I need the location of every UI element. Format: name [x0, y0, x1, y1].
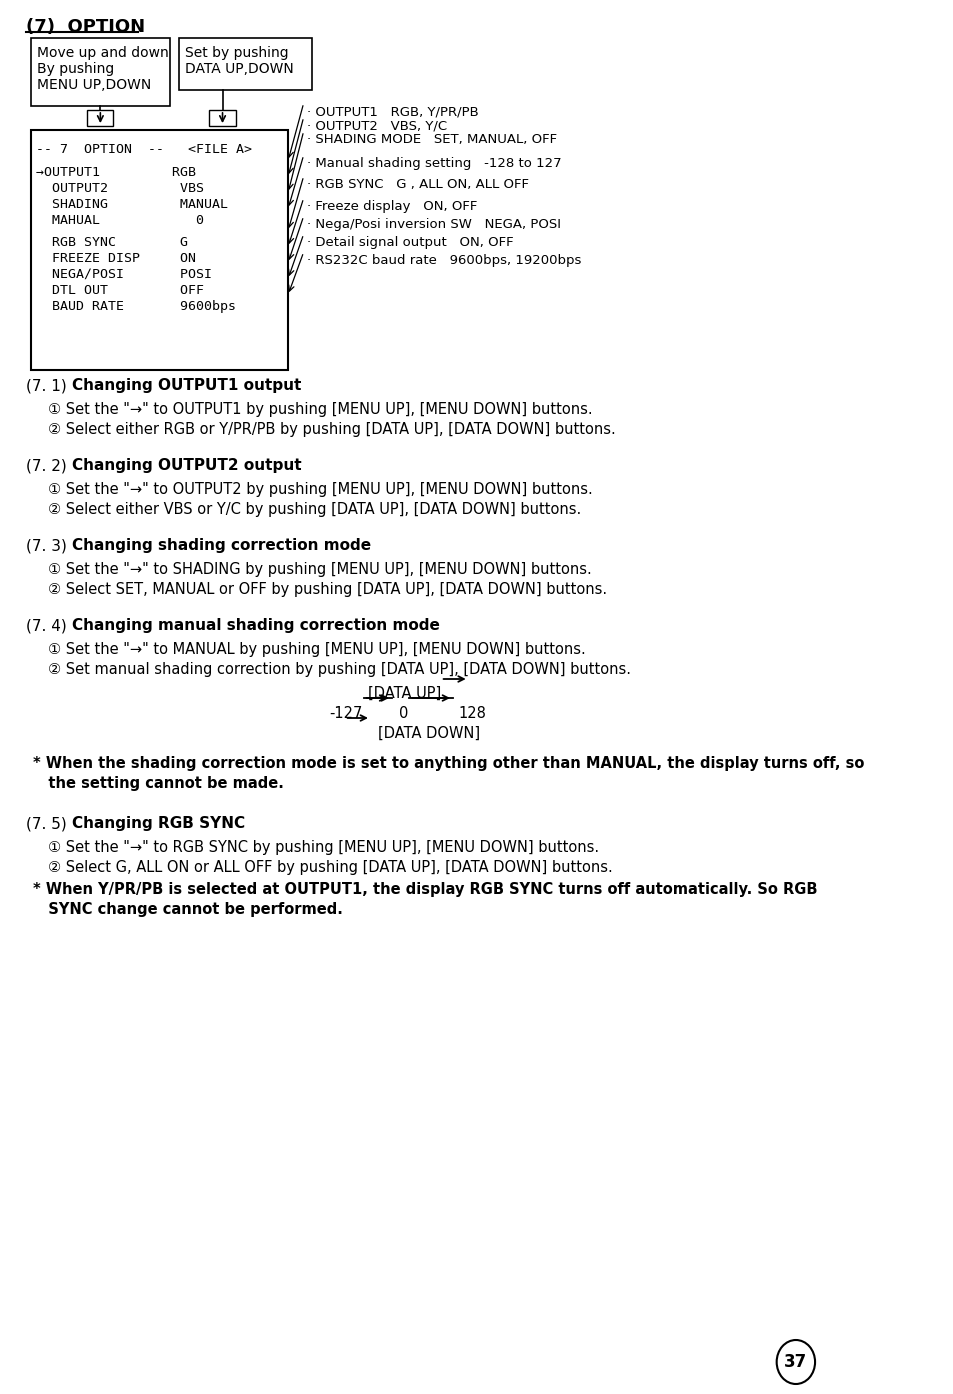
Text: ② Select either RGB or Y/PR/PB by pushing [DATA UP], [DATA DOWN] buttons.: ② Select either RGB or Y/PR/PB by pushin… [48, 422, 615, 436]
Text: * When Y/PR/PB is selected at OUTPUT1, the display RGB SYNC turns off automatica: * When Y/PR/PB is selected at OUTPUT1, t… [33, 882, 817, 896]
Text: 128: 128 [457, 705, 485, 721]
Text: · SHADING MODE   SET, MANUAL, OFF: · SHADING MODE SET, MANUAL, OFF [307, 132, 557, 146]
Text: -- 7  OPTION  --   <FILE A>: -- 7 OPTION -- <FILE A> [36, 144, 252, 156]
Text: · RS232C baud rate   9600bps, 19200bps: · RS232C baud rate 9600bps, 19200bps [307, 254, 581, 268]
Text: RGB SYNC        G: RGB SYNC G [36, 236, 188, 250]
Text: (7. 3): (7. 3) [26, 538, 77, 553]
Text: (7. 1): (7. 1) [26, 378, 76, 393]
Text: [DATA UP]: [DATA UP] [368, 686, 441, 701]
Text: ① Set the "→" to MANUAL by pushing [MENU UP], [MENU DOWN] buttons.: ① Set the "→" to MANUAL by pushing [MENU… [48, 643, 585, 657]
FancyBboxPatch shape [30, 38, 170, 106]
Text: Changing RGB SYNC: Changing RGB SYNC [71, 815, 244, 831]
Text: Changing OUTPUT2 output: Changing OUTPUT2 output [71, 459, 301, 473]
Text: · RGB SYNC   G , ALL ON, ALL OFF: · RGB SYNC G , ALL ON, ALL OFF [307, 178, 529, 191]
Text: · Freeze display   ON, OFF: · Freeze display ON, OFF [307, 199, 477, 213]
FancyBboxPatch shape [210, 110, 235, 125]
Text: · OUTPUT1   RGB, Y/PR/PB: · OUTPUT1 RGB, Y/PR/PB [307, 105, 478, 118]
Text: NEGA∕POSI       POSI: NEGA∕POSI POSI [36, 268, 212, 282]
Text: [DATA DOWN]: [DATA DOWN] [377, 726, 479, 742]
Text: MAHUAL            0: MAHUAL 0 [36, 215, 204, 227]
Text: Move up and down
By pushing
MENU UP,DOWN: Move up and down By pushing MENU UP,DOWN [36, 46, 169, 92]
Text: Changing manual shading correction mode: Changing manual shading correction mode [71, 618, 439, 633]
Text: ① Set the "→" to OUTPUT2 by pushing [MENU UP], [MENU DOWN] buttons.: ① Set the "→" to OUTPUT2 by pushing [MEN… [48, 482, 592, 498]
Circle shape [776, 1340, 814, 1384]
Text: ② Set manual shading correction by pushing [DATA UP], [DATA DOWN] buttons.: ② Set manual shading correction by pushi… [48, 662, 630, 677]
Text: OUTPUT2         VBS: OUTPUT2 VBS [36, 183, 204, 195]
Text: ① Set the "→" to RGB SYNC by pushing [MENU UP], [MENU DOWN] buttons.: ① Set the "→" to RGB SYNC by pushing [ME… [48, 841, 598, 855]
Text: ① Set the "→" to OUTPUT1 by pushing [MENU UP], [MENU DOWN] buttons.: ① Set the "→" to OUTPUT1 by pushing [MEN… [48, 401, 592, 417]
Text: →OUTPUT1         RGB: →OUTPUT1 RGB [36, 166, 195, 178]
Text: -127: -127 [329, 705, 362, 721]
Text: · Detail signal output   ON, OFF: · Detail signal output ON, OFF [307, 236, 514, 250]
Text: SYNC change cannot be performed.: SYNC change cannot be performed. [33, 902, 343, 917]
Text: (7. 2): (7. 2) [26, 459, 76, 473]
Text: Set by pushing
DATA UP,DOWN: Set by pushing DATA UP,DOWN [185, 46, 294, 77]
Text: the setting cannot be made.: the setting cannot be made. [33, 776, 284, 790]
Text: DTL OUT         OFF: DTL OUT OFF [36, 284, 204, 297]
Text: ② Select either VBS or Y/C by pushing [DATA UP], [DATA DOWN] buttons.: ② Select either VBS or Y/C by pushing [D… [48, 502, 580, 517]
Text: Changing OUTPUT1 output: Changing OUTPUT1 output [71, 378, 300, 393]
Text: (7. 4): (7. 4) [26, 618, 76, 633]
FancyBboxPatch shape [30, 130, 288, 369]
Text: BAUD RATE       9600bps: BAUD RATE 9600bps [36, 300, 235, 314]
Text: Changing shading correction mode: Changing shading correction mode [71, 538, 371, 553]
Text: 0: 0 [398, 705, 408, 721]
Text: (7. 5): (7. 5) [26, 815, 76, 831]
Text: * When the shading correction mode is set to anything other than MANUAL, the dis: * When the shading correction mode is se… [33, 756, 863, 771]
Text: ① Set the "→" to SHADING by pushing [MENU UP], [MENU DOWN] buttons.: ① Set the "→" to SHADING by pushing [MEN… [48, 562, 591, 577]
Text: · Manual shading setting   -128 to 127: · Manual shading setting -128 to 127 [307, 158, 561, 170]
Text: ② Select SET, MANUAL or OFF by pushing [DATA UP], [DATA DOWN] buttons.: ② Select SET, MANUAL or OFF by pushing [… [48, 583, 606, 597]
FancyBboxPatch shape [87, 110, 113, 125]
Text: 37: 37 [783, 1354, 806, 1372]
Text: SHADING         MANUAL: SHADING MANUAL [36, 198, 228, 210]
Text: FREEZE DISP     ON: FREEZE DISP ON [36, 252, 195, 265]
Text: · OUTPUT2   VBS, Y/C: · OUTPUT2 VBS, Y/C [307, 118, 447, 132]
Text: ② Select G, ALL ON or ALL OFF by pushing [DATA UP], [DATA DOWN] buttons.: ② Select G, ALL ON or ALL OFF by pushing… [48, 860, 612, 875]
Text: (7)  OPTION: (7) OPTION [26, 18, 145, 36]
FancyBboxPatch shape [179, 38, 312, 91]
Text: · Nega/Posi inversion SW   NEGA, POSI: · Nega/Posi inversion SW NEGA, POSI [307, 217, 560, 231]
